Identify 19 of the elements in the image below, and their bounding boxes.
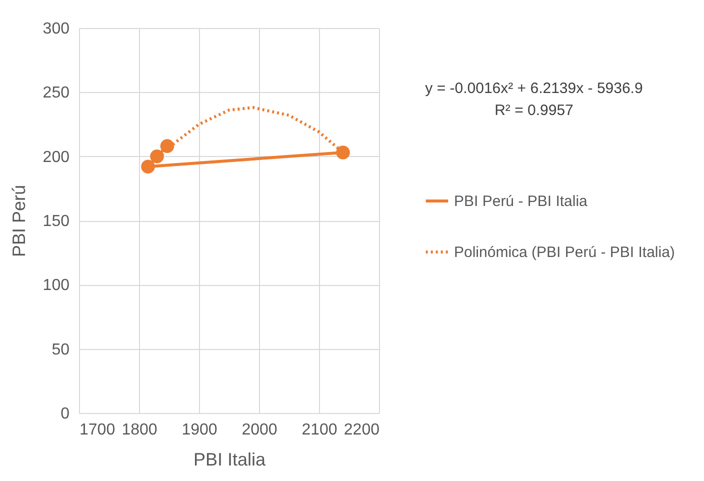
text: y = -0.0016x² + 6.2139x - 5936.9	[425, 80, 643, 97]
x-tick-label: 2200	[344, 422, 380, 438]
y-axis-title: PBI Perú	[8, 184, 29, 258]
x-axis-title: PBI Italia	[193, 450, 266, 470]
y-tick-label: 250	[42, 84, 70, 102]
y-tick-label: 100	[42, 277, 70, 294]
x-tick-label: 2100	[302, 422, 338, 438]
x-tick-label: 2000	[242, 422, 278, 438]
legend-label: Polinómica (PBI Perú - PBI Italia)	[454, 244, 675, 261]
y-tick-label: 150	[42, 213, 70, 230]
x-tick-label: 1800	[122, 422, 158, 438]
x-tick-label: 1900	[182, 422, 218, 438]
y-tick-label: 0	[60, 406, 70, 422]
y-tick-label: 50	[52, 341, 70, 358]
legend-label: PBI Perú - PBI Italia	[454, 193, 588, 210]
y-tick-label: 300	[42, 20, 70, 38]
y-tick-label: 200	[42, 148, 70, 166]
text: R² = 0.9957	[494, 102, 574, 119]
x-tick-label: 1700	[80, 422, 116, 438]
